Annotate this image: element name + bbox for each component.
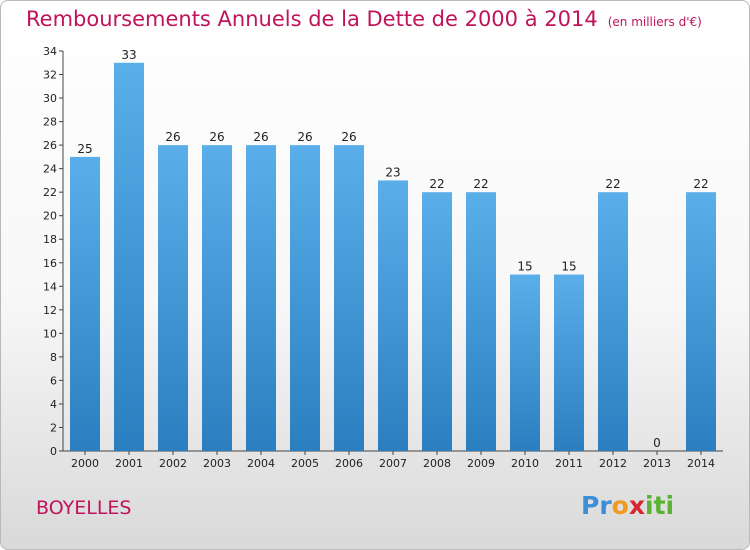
bar (686, 192, 716, 452)
y-tick-label: 18 (43, 233, 57, 246)
x-tick-label: 2014 (687, 457, 715, 470)
y-tick-label: 16 (43, 257, 57, 270)
data-label: 26 (165, 130, 180, 144)
logo-letter: P (581, 491, 600, 520)
x-tick-label: 2010 (511, 457, 539, 470)
bar (554, 274, 584, 451)
x-tick-label: 2005 (291, 457, 319, 470)
data-label: 33 (121, 48, 136, 62)
y-tick-label: 14 (43, 280, 57, 293)
data-label: 26 (297, 130, 312, 144)
y-tick-label: 30 (43, 92, 57, 105)
x-tick-label: 2009 (467, 457, 495, 470)
bar (334, 145, 364, 451)
y-tick-label: 0 (50, 445, 57, 458)
bar (422, 192, 452, 452)
logo-letter: i (665, 491, 675, 520)
y-tick-label: 26 (43, 139, 57, 152)
x-tick-label: 2006 (335, 457, 363, 470)
chart-unit: (en milliers d'€) (607, 15, 702, 29)
x-tick-label: 2001 (115, 457, 143, 470)
data-label: 15 (517, 260, 532, 274)
data-label: 0 (653, 436, 661, 450)
bar (114, 62, 144, 451)
y-tick-label: 12 (43, 304, 57, 317)
chart-bars: 25 33 26 26 26 26 26 23 22 22 15 15 22 0 22 (70, 48, 716, 452)
logo-letter: i (645, 491, 654, 520)
y-tick-label: 28 (43, 116, 57, 129)
logo-letter: t (653, 491, 666, 520)
data-label: 25 (77, 142, 92, 156)
data-label: 22 (693, 177, 708, 191)
x-tick-label: 2004 (247, 457, 275, 470)
logo-letter: o (611, 491, 629, 520)
x-tick-label: 2012 (599, 457, 627, 470)
data-label: 23 (385, 165, 400, 179)
x-tick-label: 2007 (379, 457, 407, 470)
bar (466, 192, 496, 452)
data-label: 26 (253, 130, 268, 144)
data-label: 22 (429, 177, 444, 191)
bar (158, 145, 188, 451)
y-tick-label: 6 (50, 374, 57, 387)
y-tick-label: 24 (43, 163, 57, 176)
bar (202, 145, 232, 451)
bar (598, 192, 628, 452)
y-tick-label: 32 (43, 69, 57, 82)
y-tick-label: 10 (43, 327, 57, 340)
chart-title: Remboursements Annuels de la Dette de 20… (26, 7, 702, 31)
data-label: 26 (341, 130, 356, 144)
y-tick-label: 20 (43, 210, 57, 223)
x-tick-label: 2008 (423, 457, 451, 470)
x-tick-label: 2000 (71, 457, 99, 470)
logo-letter: x (628, 491, 645, 520)
y-tick-label: 2 (50, 421, 57, 434)
data-label: 15 (561, 260, 576, 274)
data-label: 22 (473, 177, 488, 191)
data-label: 22 (605, 177, 620, 191)
x-tick-label: 2013 (643, 457, 671, 470)
bar (378, 180, 408, 452)
bar (510, 274, 540, 451)
bar (290, 145, 320, 451)
y-tick-label: 34 (43, 45, 57, 58)
y-tick-label: 8 (50, 351, 57, 364)
proxiti-logo: Proxiti (581, 491, 674, 520)
x-tick-label: 2003 (203, 457, 231, 470)
x-tick-label: 2002 (159, 457, 187, 470)
bar (70, 156, 100, 451)
chart-title-text: Remboursements Annuels de la Dette de 20… (26, 7, 598, 31)
y-tick-label: 4 (50, 398, 57, 411)
x-tick-label: 2011 (555, 457, 583, 470)
commune-name: BOYELLES (36, 497, 132, 519)
logo-letter: r (599, 491, 612, 520)
y-tick-label: 22 (43, 186, 57, 199)
data-label: 26 (209, 130, 224, 144)
bar (246, 145, 276, 451)
